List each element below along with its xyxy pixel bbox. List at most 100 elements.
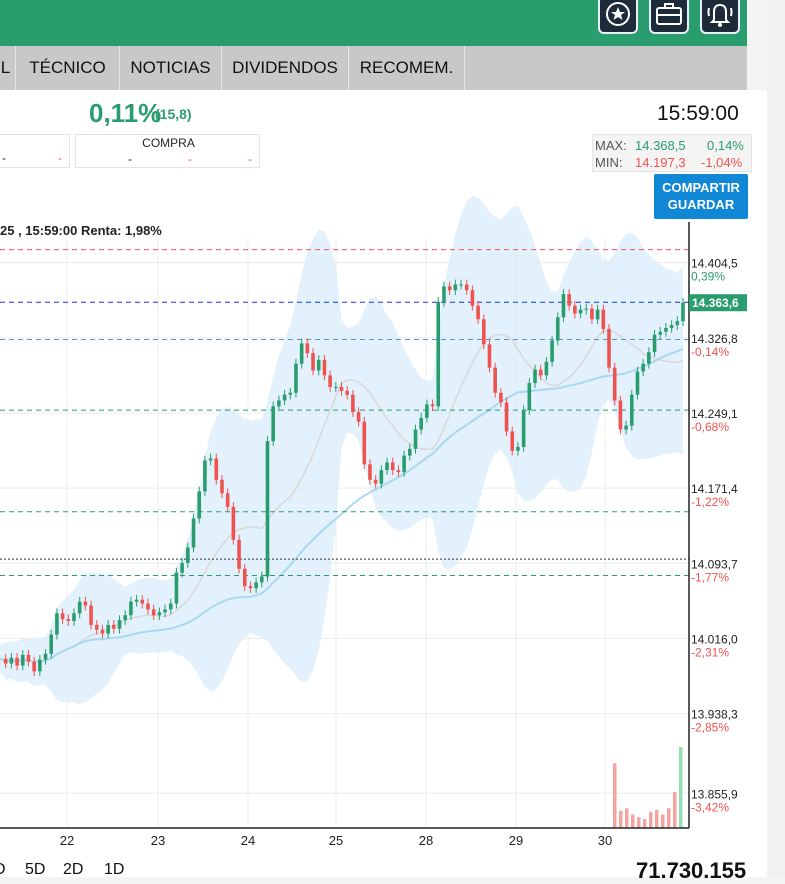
top-bar [0, 0, 747, 46]
candle [305, 343, 310, 354]
candle [453, 284, 458, 291]
price-tick-label: 14.171,4 [691, 482, 738, 496]
price-tick-percent: -2,85% [691, 721, 729, 735]
range-stats: MAX: 14.368,5 0,14% MIN: 14.197,3 -1,04% [592, 134, 752, 172]
price-chart[interactable]: 14.404,50,39%14.326,8-0,14%14.249,1-0,68… [0, 0, 767, 877]
buy-box: COMPRA - - - [75, 134, 260, 168]
period-1d[interactable]: 1D [104, 861, 125, 878]
max-value: 14.368,5 [635, 138, 686, 153]
alert-button[interactable] [700, 0, 740, 34]
candle [607, 328, 611, 368]
period-2d[interactable]: 2D [63, 861, 84, 878]
price-tick-percent: -1,22% [691, 495, 729, 509]
scrollbar[interactable] [767, 0, 785, 877]
sell-value: - [2, 151, 6, 165]
candle [248, 586, 253, 589]
candle [629, 394, 634, 426]
chart-header: 25 , 15:59:00 Renta: 1,98% [0, 223, 162, 238]
candle [311, 353, 315, 371]
favorite-button[interactable] [598, 0, 638, 34]
candle [493, 367, 497, 393]
date-tick-label: 22 [60, 833, 74, 848]
candle [265, 441, 270, 577]
candle [356, 412, 361, 422]
buy-value: - [128, 152, 132, 166]
buy-change: - [188, 152, 192, 166]
candle [197, 491, 202, 519]
star-icon [606, 2, 630, 26]
candle [470, 290, 475, 306]
volume-bar [625, 808, 629, 828]
candle [299, 343, 304, 364]
candle [151, 609, 156, 616]
candle [618, 400, 623, 430]
candle [447, 286, 452, 291]
candle [60, 613, 65, 620]
candle [481, 319, 486, 345]
candle [9, 657, 14, 664]
candle [282, 394, 287, 401]
candle [316, 359, 321, 371]
candle [402, 455, 406, 473]
candle [294, 363, 298, 393]
candle [94, 624, 99, 630]
candle [15, 657, 19, 666]
price-tick-percent: -0,68% [691, 420, 729, 434]
candle [538, 369, 543, 376]
price-tick-percent: -1,77% [691, 570, 729, 584]
share-save-button[interactable]: COMPARTIR GUARDAR [654, 174, 748, 219]
tab-recomem[interactable]: RECOMEM. [349, 46, 465, 90]
price-tick-label: 14.404,5 [691, 257, 738, 271]
candle [225, 493, 230, 507]
min-label: MIN: [595, 155, 623, 170]
candle [578, 309, 583, 314]
date-tick-label: 25 [329, 833, 343, 848]
candle [180, 562, 184, 573]
candle [527, 383, 532, 411]
volume-bar [667, 808, 671, 828]
candle [362, 421, 367, 465]
candle [271, 406, 275, 442]
candle [487, 344, 492, 368]
price-tick-label: 13.938,3 [691, 708, 738, 722]
date-tick-label: 23 [151, 833, 165, 848]
portfolio-button[interactable] [649, 0, 689, 34]
volume-bar [637, 817, 641, 828]
candle [174, 572, 179, 604]
candle [32, 661, 36, 672]
volume-bar [631, 814, 635, 828]
candle [288, 392, 293, 395]
candle [89, 605, 93, 625]
tabs-bar: L TÉCNICO NOTICIAS DIVIDENDOS RECOMEM. [0, 46, 747, 90]
candle [368, 464, 372, 480]
candle [516, 446, 520, 451]
candle [38, 659, 42, 672]
slow-average-line [0, 347, 684, 663]
candle [254, 582, 258, 589]
candle [601, 309, 606, 329]
candle [83, 601, 88, 606]
tab-tecnico[interactable]: TÉCNICO [16, 46, 120, 90]
candle [595, 309, 600, 320]
tab-noticias[interactable]: NOTICIAS [120, 46, 222, 90]
candle [328, 375, 332, 387]
candle [3, 658, 8, 664]
min-value: 14.197,3 [635, 155, 686, 170]
bell-icon [707, 3, 733, 27]
candle [647, 352, 651, 364]
period-d[interactable]: D [0, 861, 6, 879]
candle [77, 601, 82, 614]
price-tick-label: 14.249,1 [691, 407, 738, 421]
tab-truncated[interactable]: L [0, 46, 16, 90]
candle [419, 417, 423, 430]
candle [413, 429, 418, 449]
briefcase-icon [656, 3, 682, 25]
candle [191, 518, 196, 548]
period-5d[interactable]: 5D [25, 861, 46, 878]
candle [390, 462, 395, 471]
tab-dividendos[interactable]: DIVIDENDOS [222, 46, 349, 90]
candle [351, 394, 355, 413]
candle [49, 634, 54, 654]
current-price-label: 14.363,6 [692, 296, 739, 310]
candle [373, 479, 378, 484]
